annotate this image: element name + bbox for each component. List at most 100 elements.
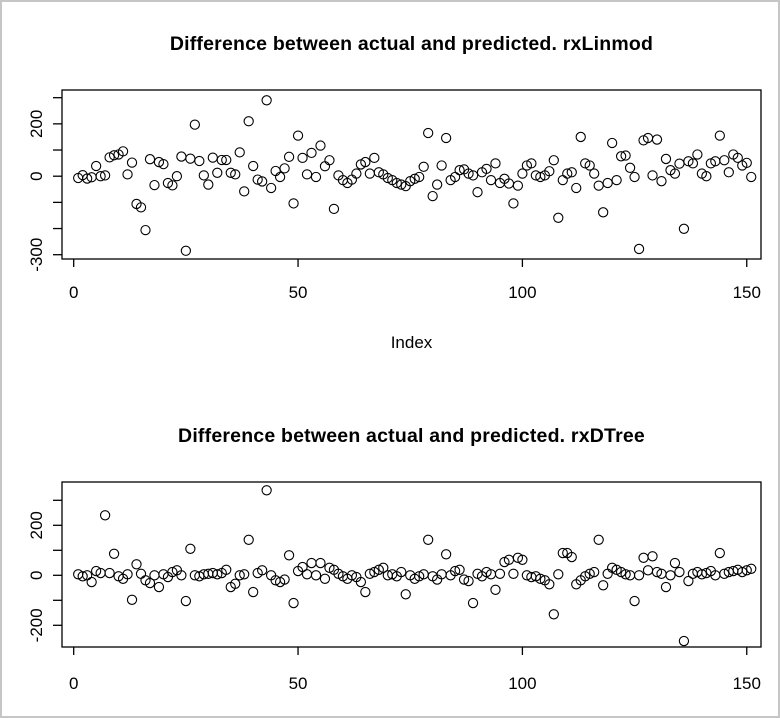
data-point <box>360 586 371 598</box>
data-point <box>544 579 555 590</box>
data-point <box>140 224 151 236</box>
data-point <box>99 510 111 521</box>
data-point <box>674 566 685 578</box>
data-point <box>122 169 133 180</box>
data-point <box>77 571 88 582</box>
data-point <box>135 568 147 579</box>
x-tick-label: 150 <box>733 283 761 302</box>
data-point <box>409 173 420 184</box>
data-point <box>171 171 183 182</box>
data-point <box>176 151 187 162</box>
data-point <box>207 152 218 163</box>
data-point <box>301 569 313 580</box>
data-point <box>270 165 281 177</box>
data-point <box>180 245 192 256</box>
data-point <box>265 182 277 194</box>
data-point <box>310 570 322 581</box>
data-point <box>364 568 375 579</box>
data-point <box>687 158 699 169</box>
data-point <box>741 565 752 576</box>
data-point <box>414 171 425 183</box>
data-point <box>135 202 147 213</box>
data-point <box>243 116 254 127</box>
data-point <box>647 551 658 562</box>
data-point <box>117 146 129 157</box>
data-point <box>490 158 501 169</box>
plot-box <box>61 481 762 648</box>
data-point <box>315 557 326 569</box>
data-point <box>589 566 600 578</box>
data-point <box>660 581 672 593</box>
data-point <box>396 179 407 190</box>
data-point <box>611 174 622 186</box>
data-point <box>467 170 479 181</box>
data-point <box>741 157 752 169</box>
data-point <box>624 162 636 173</box>
data-point <box>328 203 340 215</box>
data-point <box>212 569 223 580</box>
data-point <box>548 609 559 620</box>
data-point <box>86 576 97 588</box>
data-point <box>108 548 120 559</box>
data-point <box>629 595 640 607</box>
data-point <box>436 160 447 171</box>
plot-box <box>61 89 762 260</box>
data-point <box>239 569 250 580</box>
data-point <box>656 176 667 187</box>
data-point <box>423 127 434 139</box>
data-point <box>467 597 479 609</box>
data-point <box>535 573 546 584</box>
data-point <box>678 635 690 647</box>
data-point <box>297 561 308 573</box>
data-point <box>566 551 577 563</box>
data-point <box>606 137 618 149</box>
data-point <box>553 212 564 223</box>
data-point <box>746 171 757 183</box>
y-tick-label: -200 <box>27 608 46 642</box>
data-point <box>239 186 250 197</box>
data-point <box>669 557 681 569</box>
data-point <box>615 151 627 162</box>
data-point <box>490 584 501 595</box>
data-point <box>746 563 757 574</box>
data-point <box>719 568 730 579</box>
data-point <box>108 150 120 161</box>
x-tick-label: 50 <box>289 283 308 302</box>
data-point <box>642 565 654 576</box>
data-point <box>440 549 452 560</box>
data-point <box>714 547 725 559</box>
data-point <box>221 154 232 166</box>
x-tick-label: 0 <box>69 674 78 693</box>
data-point <box>234 147 245 158</box>
y-tick-label: -300 <box>27 238 46 272</box>
data-point <box>458 574 470 585</box>
data-point <box>629 171 640 183</box>
data-point <box>261 485 272 496</box>
data-point <box>225 167 236 178</box>
data-point <box>701 171 712 182</box>
data-point <box>683 575 694 587</box>
data-point <box>90 160 102 172</box>
data-point <box>463 575 474 587</box>
data-point <box>620 150 631 161</box>
data-point <box>90 565 102 577</box>
data-point <box>82 173 93 184</box>
data-point <box>126 594 138 605</box>
data-point <box>485 174 497 186</box>
data-point <box>678 223 690 234</box>
chart-title-rxlinmod: Difference between actual and predicted.… <box>169 33 654 55</box>
data-point <box>310 171 322 183</box>
data-point <box>584 568 595 579</box>
data-point <box>651 566 663 578</box>
data-point <box>167 566 178 578</box>
data-point <box>104 567 115 579</box>
data-point <box>598 207 609 218</box>
data-point <box>292 130 304 141</box>
data-point <box>194 155 205 167</box>
data-point <box>557 174 568 186</box>
data-point <box>620 569 631 580</box>
data-point <box>598 580 609 591</box>
data-point <box>472 187 483 198</box>
